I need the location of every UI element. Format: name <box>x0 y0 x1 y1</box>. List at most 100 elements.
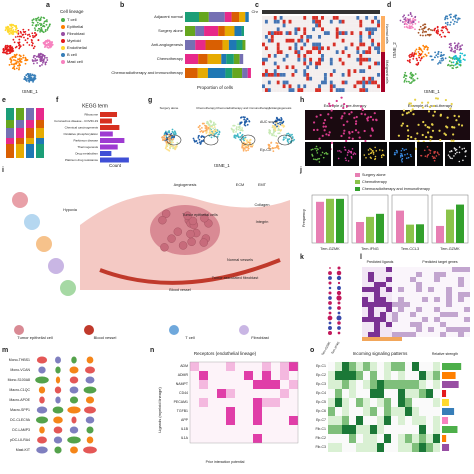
violin <box>69 396 79 404</box>
dot <box>13 63 16 66</box>
block <box>326 16 330 20</box>
block <box>289 434 298 443</box>
block <box>384 398 391 407</box>
label: Prior interaction potential <box>206 460 245 464</box>
violin <box>55 356 61 364</box>
block <box>344 19 348 24</box>
dot <box>323 129 326 132</box>
block <box>338 19 342 24</box>
dot <box>419 53 422 56</box>
block <box>315 23 319 28</box>
block <box>282 61 286 66</box>
dot <box>235 126 238 128</box>
block <box>368 332 374 337</box>
block <box>434 307 440 312</box>
block <box>329 88 333 92</box>
dot <box>450 102 453 106</box>
block <box>288 46 292 51</box>
block <box>224 12 232 22</box>
block <box>323 54 327 58</box>
dot <box>270 133 273 135</box>
block <box>235 362 244 371</box>
dot <box>38 65 41 67</box>
dot <box>20 61 23 63</box>
violin <box>36 406 48 414</box>
dot <box>452 15 455 18</box>
block <box>262 19 265 24</box>
dot <box>244 137 247 140</box>
dot <box>172 145 174 148</box>
dot <box>233 124 236 127</box>
dot <box>413 79 416 81</box>
block <box>267 84 271 89</box>
block <box>362 61 366 66</box>
block <box>341 80 345 85</box>
label: Macro-C1QC <box>9 388 30 392</box>
block <box>262 371 271 380</box>
block <box>458 272 464 277</box>
block <box>279 73 283 77</box>
block <box>359 54 363 58</box>
dot <box>411 23 414 26</box>
block <box>315 35 319 39</box>
dot <box>328 104 332 108</box>
dot <box>192 137 195 140</box>
block <box>321 61 324 66</box>
label: Ep-C5 <box>316 400 326 404</box>
dot <box>205 129 208 131</box>
label: Parkinson disease <box>73 138 98 142</box>
block <box>404 267 410 272</box>
dot <box>369 115 373 119</box>
label: Tumor associated fibroblast <box>212 276 259 280</box>
block <box>442 363 462 370</box>
dot <box>32 21 35 24</box>
block <box>356 80 360 85</box>
block <box>341 50 345 54</box>
block <box>374 317 380 322</box>
block <box>285 27 289 32</box>
block <box>231 12 240 22</box>
block <box>350 38 354 43</box>
tumor-cell <box>161 209 171 218</box>
dot <box>445 15 448 18</box>
block <box>410 272 416 277</box>
dot <box>273 134 276 137</box>
block <box>190 398 199 407</box>
block <box>359 50 363 54</box>
block <box>309 46 313 51</box>
dot <box>437 29 439 31</box>
dot <box>411 26 414 29</box>
dot <box>419 59 422 62</box>
dot <box>208 123 211 126</box>
block <box>294 73 298 77</box>
block <box>279 80 283 85</box>
block <box>306 76 310 81</box>
block <box>262 73 265 77</box>
block <box>374 50 378 54</box>
block <box>412 389 419 398</box>
dot <box>423 48 426 50</box>
dot <box>337 326 341 330</box>
block <box>365 61 369 66</box>
dot <box>393 153 396 156</box>
block <box>321 19 324 24</box>
block <box>436 225 444 243</box>
block <box>208 407 217 416</box>
dot <box>426 146 429 148</box>
dot <box>16 60 19 63</box>
block <box>404 327 410 332</box>
dot <box>17 42 20 45</box>
block <box>332 76 336 81</box>
dot <box>287 141 290 144</box>
dot <box>11 56 14 59</box>
block <box>312 54 316 58</box>
block <box>297 27 301 32</box>
dot <box>246 118 249 121</box>
dot <box>342 106 345 110</box>
block <box>300 27 304 32</box>
block <box>306 27 310 32</box>
block <box>288 54 292 58</box>
dot <box>414 147 417 151</box>
block <box>335 38 339 43</box>
block <box>262 23 265 28</box>
